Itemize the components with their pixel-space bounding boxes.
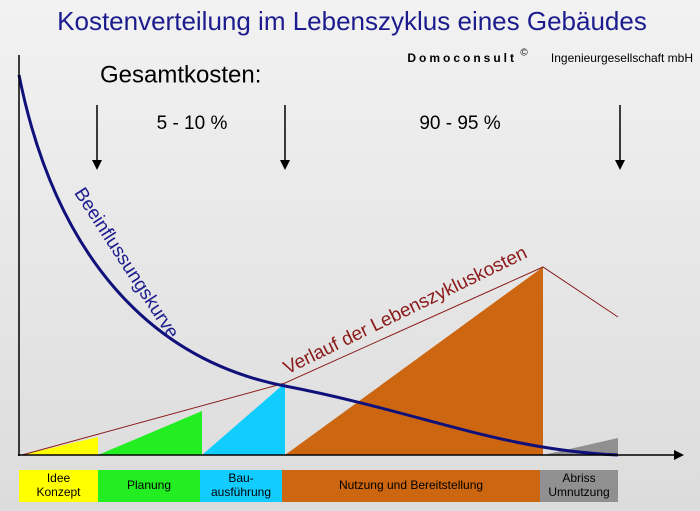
phase-label: Nutzung und Bereitstellung — [339, 478, 483, 492]
phase-label: Planung — [127, 478, 171, 492]
phase-bar — [19, 470, 618, 502]
phase-label: ausführung — [211, 485, 271, 499]
company: Domoconsult — [407, 51, 517, 65]
costs-label: Gesamtkosten: — [100, 61, 261, 88]
phase-label: Bau- — [228, 471, 253, 485]
company-mark: © — [520, 48, 528, 59]
phase-box — [200, 470, 282, 502]
phase-box — [98, 470, 200, 502]
costs-early: 5 - 10 % — [157, 113, 228, 134]
phase-triangle — [285, 267, 543, 455]
phase-box — [282, 470, 540, 502]
phase-triangle — [202, 383, 285, 455]
phase-triangle — [22, 437, 98, 455]
arrows — [92, 105, 625, 170]
phase-box — [540, 470, 618, 502]
costs-late: 90 - 95 % — [419, 113, 500, 134]
title: Kostenverteilung im Lebenszyklus eines G… — [57, 6, 647, 36]
phase-triangle — [98, 411, 202, 455]
phase-label: Umnutzung — [548, 485, 609, 499]
phase-label: Abriss — [562, 471, 595, 485]
phase-label: Idee — [47, 471, 71, 485]
influence-curve — [17, 74, 619, 457]
lifecycle-line — [21, 266, 619, 456]
phase-box — [19, 470, 98, 502]
phase-label: Konzept — [36, 485, 81, 499]
company-suffix: Ingenieurgesellschaft mbH — [551, 51, 693, 65]
